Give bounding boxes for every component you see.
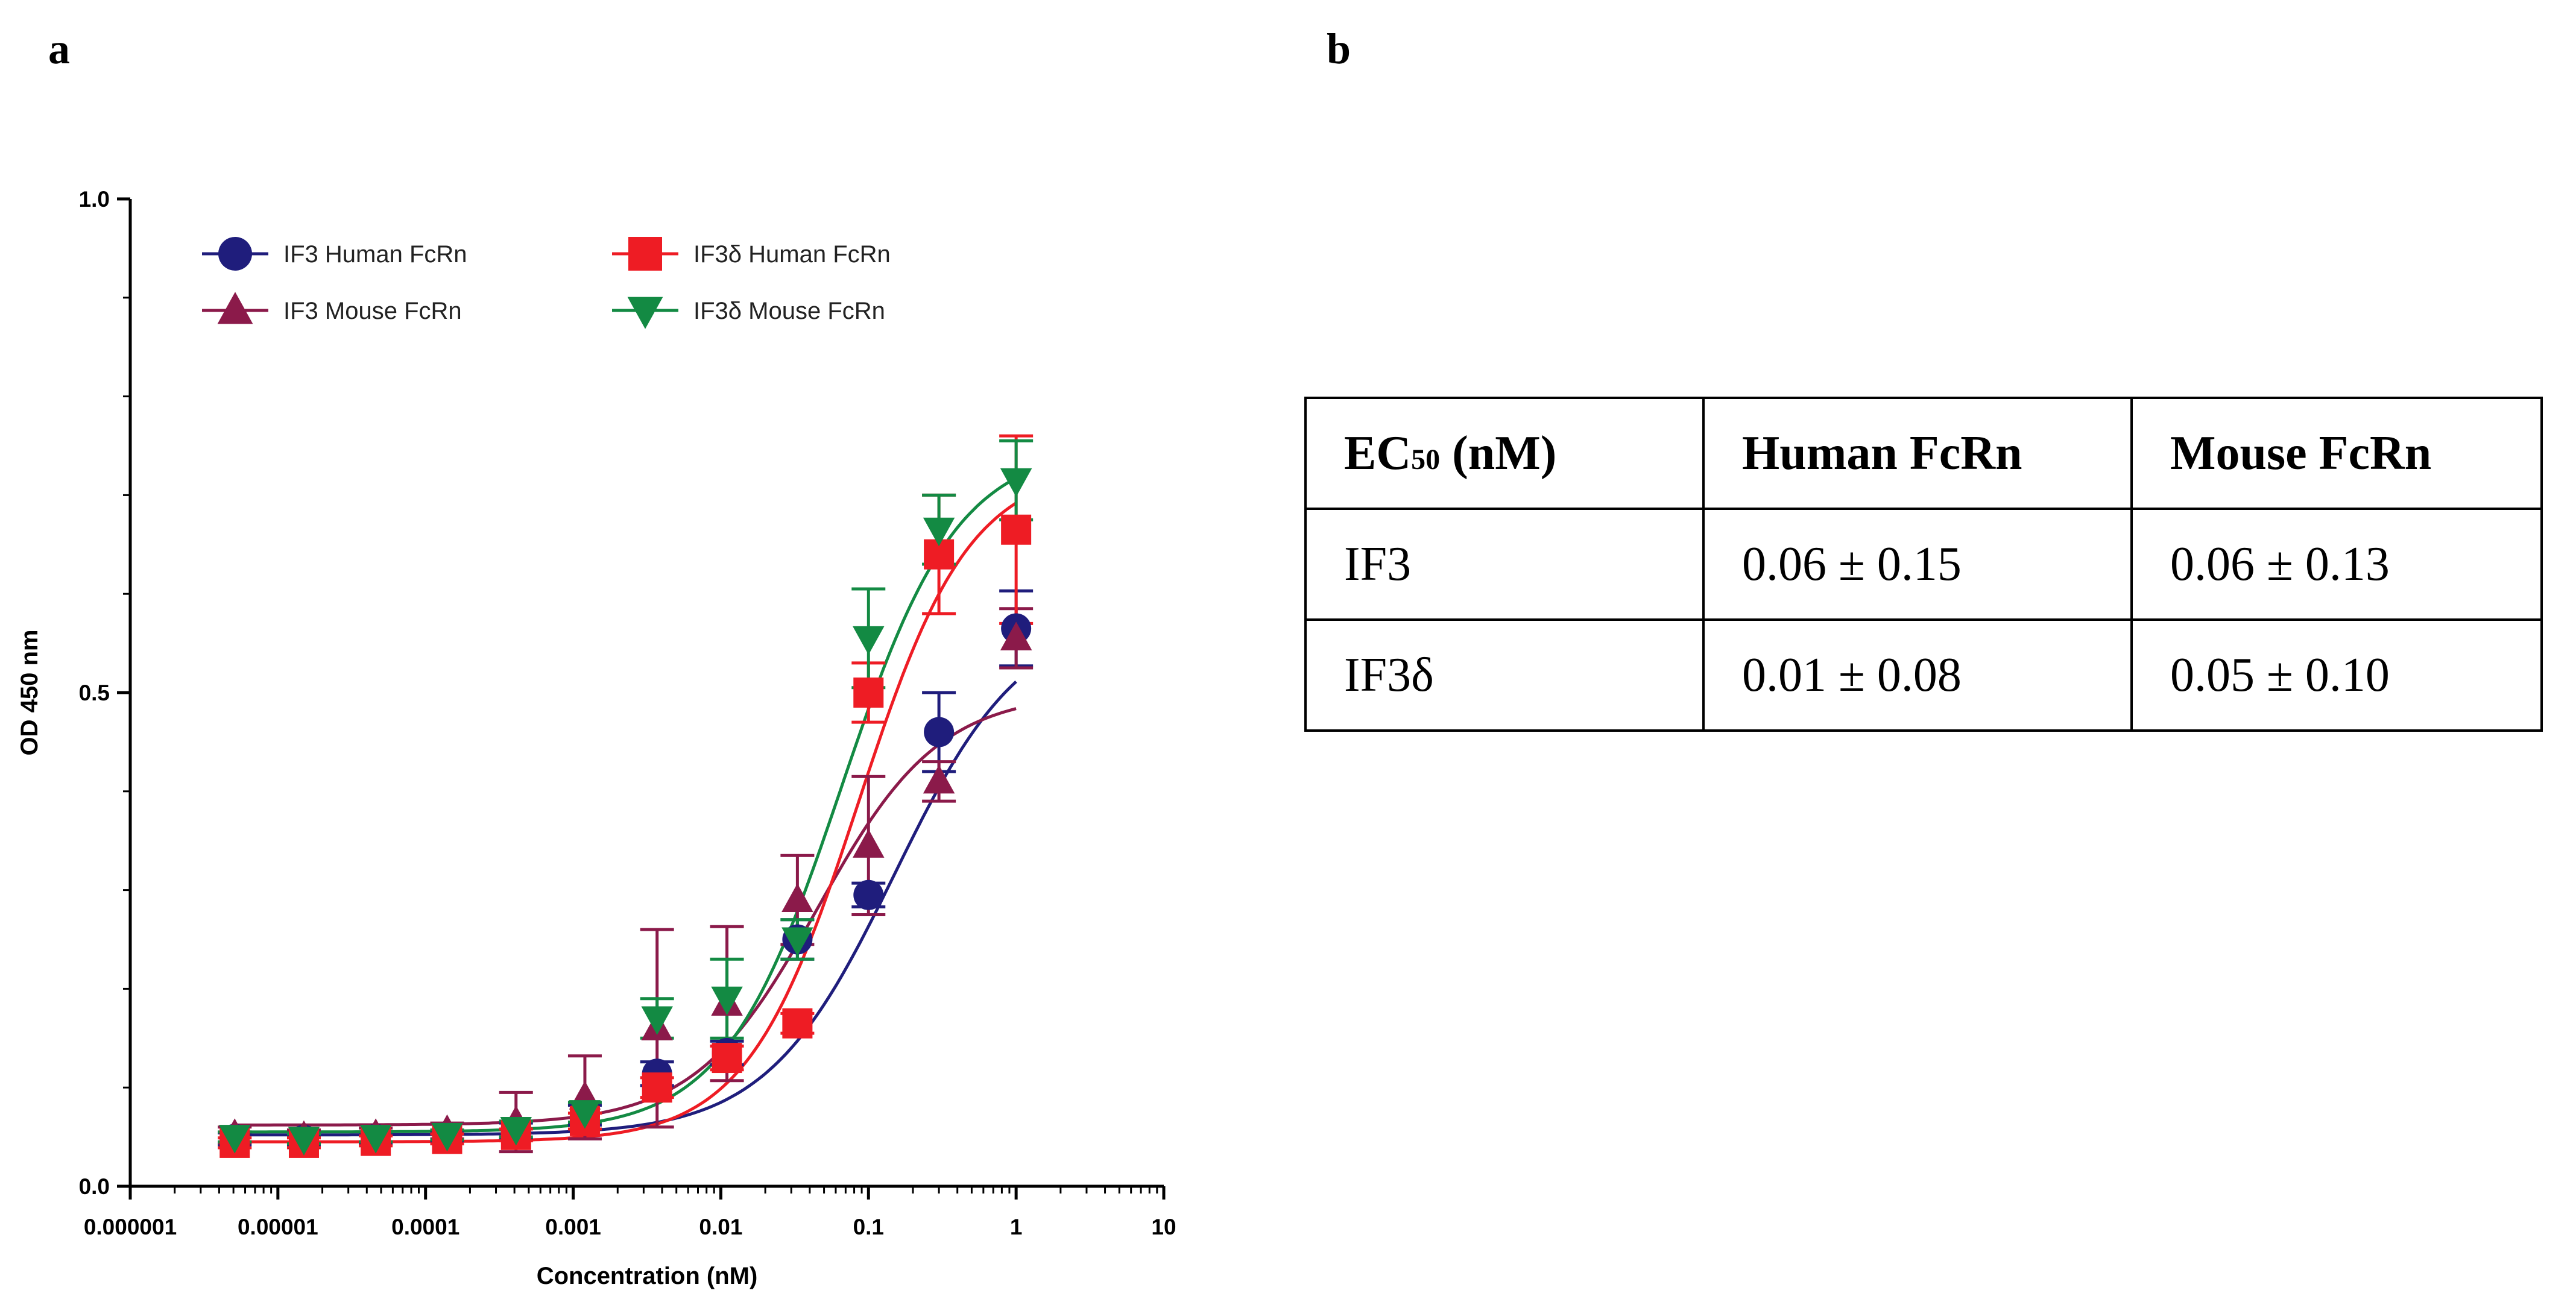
fit-curve-3 — [235, 476, 1017, 1134]
x-tick-label: 0.01 — [699, 1215, 742, 1239]
data-point — [500, 1116, 532, 1146]
cell-mouse: 0.06 ± 0.13 — [2130, 508, 2543, 621]
header-mouse-fcrn: Mouse FcRn — [2130, 397, 2543, 510]
data-markers — [219, 468, 1032, 1158]
data-point — [359, 1125, 392, 1154]
data-point — [711, 986, 743, 1016]
data-point — [853, 678, 884, 708]
header-human-fcrn: Human FcRn — [1702, 397, 2133, 510]
fit-curve-0 — [235, 680, 1017, 1137]
data-point — [642, 1072, 672, 1103]
legend-label: IF3 Human FcRn — [283, 241, 467, 268]
data-point — [781, 927, 813, 956]
legend-label: IF3δ Human FcRn — [693, 241, 891, 268]
data-point — [712, 1043, 742, 1074]
fit-curve-2 — [235, 502, 1017, 1143]
row-label: IF3 — [1304, 508, 1705, 621]
y-tick-label: 1.0 — [79, 187, 110, 212]
legend-marker — [217, 292, 253, 324]
x-axis-title: Concentration (nM) — [537, 1263, 758, 1289]
data-point — [641, 1006, 673, 1036]
legend-label: IF3 Mouse FcRn — [283, 298, 462, 324]
data-point — [1000, 621, 1032, 650]
binding-curve-chart: 0.000001 0.00001 0.0001 0.001 0.01 0.1 1 10 0.0 0… — [16, 187, 1176, 1289]
header-ec50: EC50 (nM) — [1304, 397, 1705, 510]
header-ec-text: EC — [1344, 426, 1412, 480]
data-point — [924, 717, 955, 747]
data-point — [923, 764, 955, 794]
data-point — [782, 1008, 813, 1039]
legend-marker — [218, 237, 252, 271]
data-point — [1001, 514, 1032, 545]
x-tick-label: 1 — [1010, 1215, 1023, 1239]
y-tick-label: 0.5 — [79, 681, 110, 705]
x-tick-label: 0.1 — [853, 1215, 884, 1239]
x-tick-label: 0.00001 — [238, 1215, 318, 1239]
data-point — [853, 626, 885, 655]
fit-curve-1 — [235, 707, 1017, 1127]
table-row: IF3 0.06 ± 0.15 0.06 ± 0.13 — [1304, 508, 2543, 621]
x-tick-label: 0.0001 — [391, 1215, 459, 1239]
y-axis-title: OD 450 nm — [16, 630, 43, 756]
cell-human: 0.06 ± 0.15 — [1702, 508, 2133, 621]
x-tick-label: 0.001 — [545, 1215, 601, 1239]
legend-marker — [628, 237, 662, 271]
x-tick-label: 10 — [1151, 1215, 1176, 1239]
legend-marker — [627, 297, 663, 329]
data-point — [288, 1127, 320, 1156]
row-label: IF3δ — [1304, 618, 1705, 732]
legend-label: IF3δ Mouse FcRn — [693, 298, 885, 324]
data-point — [853, 829, 885, 858]
legend: IF3 Human FcRn IF3δ Human FcRn IF3 Mouse F… — [202, 237, 891, 329]
table-row: IF3δ 0.01 ± 0.08 0.05 ± 0.10 — [1304, 618, 2543, 732]
data-point — [569, 1100, 601, 1129]
panel-label-b: b — [1327, 25, 1351, 73]
cell-human: 0.01 ± 0.08 — [1702, 618, 2133, 732]
data-point — [853, 879, 884, 910]
data-point — [1000, 468, 1032, 497]
table-header-row: EC50 (nM) Human FcRn Mouse FcRn — [1304, 397, 2543, 510]
panel-label-a: a — [48, 25, 70, 73]
header-ec-subscript: 50 — [1411, 443, 1441, 476]
data-point — [431, 1122, 463, 1152]
cell-mouse: 0.05 ± 0.10 — [2130, 618, 2543, 732]
error-bars — [218, 434, 1034, 1154]
data-point — [219, 1125, 251, 1154]
fit-curves — [235, 476, 1017, 1143]
ec50-table: EC50 (nM) Human FcRn Mouse FcRn IF3 0.06… — [1304, 397, 2543, 732]
data-point — [923, 517, 955, 547]
header-unit-text: (nM) — [1440, 426, 1557, 480]
ticks: 0.000001 0.00001 0.0001 0.001 0.01 0.1 1 10 0.0 0… — [79, 187, 1176, 1239]
x-tick-label: 0.000001 — [84, 1215, 177, 1239]
y-tick-label: 0.0 — [79, 1174, 110, 1199]
data-point — [781, 883, 813, 912]
